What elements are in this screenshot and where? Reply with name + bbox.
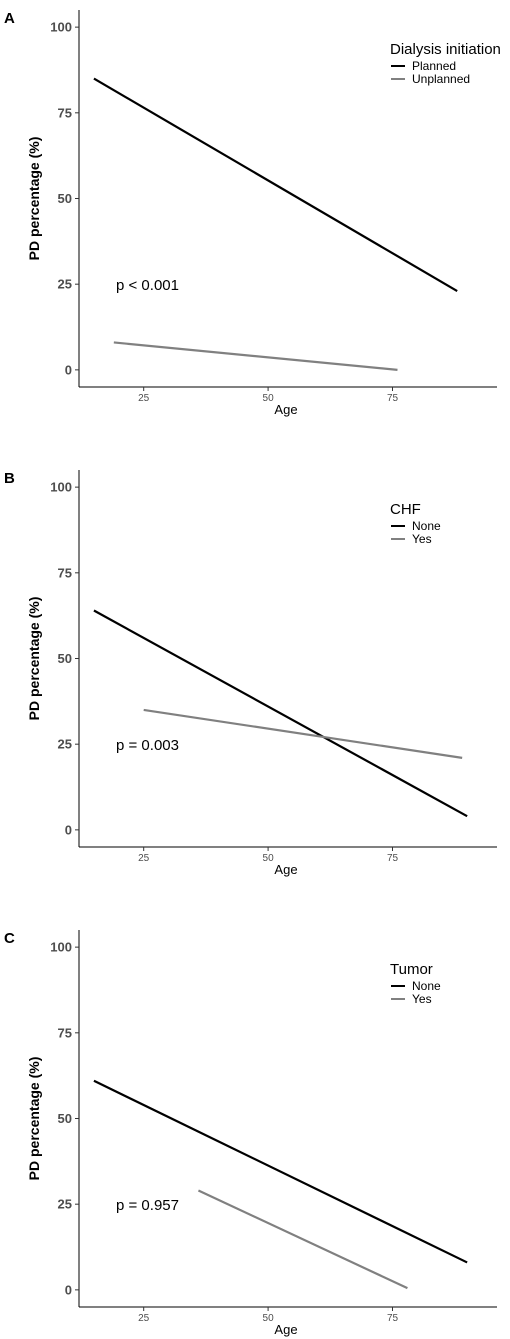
- y-tick-label: 75: [58, 565, 72, 580]
- legend-title: Dialysis initiation: [390, 41, 501, 58]
- legend-label: None: [412, 979, 441, 993]
- panel-letter: A: [4, 10, 15, 27]
- panel-letter: B: [4, 470, 15, 487]
- y-tick-label: 50: [58, 1111, 72, 1126]
- y-axis-title: PD percentage (%): [26, 1057, 42, 1181]
- series-line-none: [93, 1079, 468, 1264]
- x-tick-label: 75: [387, 853, 399, 864]
- x-axis-title: Age: [274, 1322, 297, 1337]
- y-tick-label: 25: [58, 277, 72, 292]
- y-tick-label: 100: [50, 20, 72, 35]
- y-tick-label: 100: [50, 480, 72, 495]
- p-value-annotation: p = 0.957: [116, 1197, 179, 1214]
- y-tick-label: 75: [58, 105, 72, 120]
- series-line-planned: [93, 77, 458, 292]
- series-line-none: [93, 609, 468, 818]
- chart-panel-b: B 0 25 50 75 100 25 50 75 Age PD percentage (%) p =…: [4, 470, 497, 877]
- p-value-annotation: p < 0.001: [116, 277, 179, 294]
- y-axis-title: PD percentage (%): [26, 137, 42, 261]
- series-line-unplanned: [113, 341, 398, 371]
- x-tick-label: 75: [387, 1313, 399, 1324]
- chart-panel-c: C 0 25 50 75 100 25 50 75 Age PD percentage (%) p =…: [4, 930, 497, 1337]
- legend-title: Tumor: [390, 961, 433, 978]
- panel-letter: C: [4, 930, 15, 947]
- x-tick-label: 50: [263, 853, 275, 864]
- x-tick-label: 75: [387, 393, 399, 404]
- x-tick-label: 25: [138, 853, 150, 864]
- series-line-yes: [143, 708, 463, 759]
- x-axis-title: Age: [274, 862, 297, 877]
- y-tick-label: 50: [58, 651, 72, 666]
- x-tick-label: 50: [263, 393, 275, 404]
- x-tick-label: 50: [263, 1313, 275, 1324]
- x-tick-label: 25: [138, 393, 150, 404]
- y-tick-label: 75: [58, 1025, 72, 1040]
- x-tick-label: 25: [138, 1313, 150, 1324]
- y-tick-label: 25: [58, 1197, 72, 1212]
- chart-panel-a: A 0 25 50 75 100 25 50 75 Age PD percentage (%) p <…: [4, 10, 501, 417]
- legend-label: None: [412, 519, 441, 533]
- y-axis-title: PD percentage (%): [26, 597, 42, 721]
- x-axis-title: Age: [274, 402, 297, 417]
- legend-label: Yes: [412, 992, 432, 1006]
- series-line-yes: [197, 1189, 408, 1290]
- y-tick-label: 50: [58, 191, 72, 206]
- p-value-annotation: p = 0.003: [116, 737, 179, 754]
- y-tick-label: 25: [58, 737, 72, 752]
- y-tick-label: 0: [65, 362, 72, 377]
- legend-label: Yes: [412, 532, 432, 546]
- y-tick-label: 100: [50, 940, 72, 955]
- y-tick-label: 0: [65, 822, 72, 837]
- legend-label: Unplanned: [412, 72, 470, 86]
- legend-title: CHF: [390, 501, 421, 518]
- legend-label: Planned: [412, 59, 456, 73]
- y-tick-label: 0: [65, 1282, 72, 1297]
